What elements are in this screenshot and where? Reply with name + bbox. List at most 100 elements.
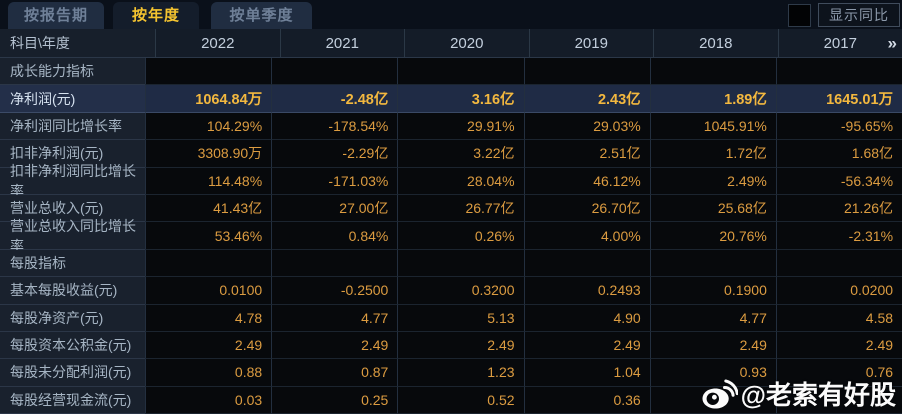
year-header: 2020 xyxy=(404,29,529,57)
cell-value: 29.03% xyxy=(523,112,650,141)
cell-value: 1.04 xyxy=(523,359,650,387)
cell-value xyxy=(523,249,650,278)
cell-value: 3308.90万 xyxy=(145,140,272,168)
table-row: 每股净资产(元) 4.78 4.77 5.13 4.90 4.77 4.58 xyxy=(0,304,902,332)
cell-value: 4.78 xyxy=(145,304,272,332)
table-header-row: 科目\年度 2022 2021 2020 2019 2018 2017 » xyxy=(0,29,902,58)
year-header-label: 2017 xyxy=(823,34,857,52)
cell-value: 3.22亿 xyxy=(397,140,524,168)
cell-value: 104.29% xyxy=(145,112,272,141)
cell-value: 2.49 xyxy=(523,331,650,360)
cell-value: 2.51亿 xyxy=(523,140,650,168)
row-label: 扣非净利润(元) xyxy=(0,140,145,168)
cell-value: 26.77亿 xyxy=(397,194,524,223)
table-row: 扣非净利润同比增长率 114.48% -171.03% 28.04% 46.12% 2.4… xyxy=(0,163,902,199)
row-label: 每股资本公积金(元) xyxy=(0,331,145,360)
tab-by-year[interactable]: 按年度 xyxy=(113,2,199,29)
cell-value: 0.2493 xyxy=(523,277,650,305)
more-columns-icon[interactable]: » xyxy=(887,33,897,53)
cell-value xyxy=(523,58,650,86)
table-row: 营业总收入同比增长率 53.46% 0.84% 0.26% 4.00% 20.76% -2.… xyxy=(0,218,902,254)
row-label: 扣非净利润同比增长率 xyxy=(0,163,145,199)
cell-value xyxy=(649,249,776,278)
cell-value: 0.1900 xyxy=(649,277,776,305)
year-header: 2022 xyxy=(155,29,280,57)
tab-by-report-period[interactable]: 按报告期 xyxy=(8,2,104,29)
cell-value: 28.04% xyxy=(397,167,524,195)
cell-value: 0.3200 xyxy=(397,277,524,305)
cell-value: 0.84% xyxy=(271,222,398,250)
cell-value: 2.43亿 xyxy=(523,85,650,113)
row-label: 每股未分配利润(元) xyxy=(0,359,145,387)
cell-value: 1045.91% xyxy=(649,112,776,141)
year-header: 2017 » xyxy=(777,29,902,57)
cell-value: 3.16亿 xyxy=(397,85,524,113)
cell-value: 2.49 xyxy=(649,331,776,360)
year-header: 2019 xyxy=(528,29,654,57)
table-row: 每股资本公积金(元) 2.49 2.49 2.49 2.49 2.49 2.49 xyxy=(0,331,902,360)
table-row: 基本每股收益(元) 0.0100 -0.2500 0.3200 0.2493 0.1900… xyxy=(0,277,902,305)
cell-value: -171.03% xyxy=(271,167,398,195)
year-header: 2018 xyxy=(653,29,778,57)
cell-value xyxy=(145,249,272,278)
cell-value: -178.54% xyxy=(271,112,398,141)
cell-value: -2.48亿 xyxy=(271,85,398,113)
cell-value: 0.88 xyxy=(145,359,272,387)
cell-value: 2.49% xyxy=(649,167,776,195)
show-yoy-checkbox[interactable] xyxy=(788,3,811,27)
row-label: 每股净资产(元) xyxy=(0,304,145,332)
cell-value: 2.49 xyxy=(271,331,398,360)
financial-data-table: 科目\年度 2022 2021 2020 2019 2018 2017 » 成长… xyxy=(0,29,902,414)
show-yoy-label[interactable]: 显示同比 xyxy=(818,3,900,27)
cell-value xyxy=(271,249,398,278)
table-row: 净利润同比增长率 104.29% -178.54% 29.91% 29.03% 1045.… xyxy=(0,112,902,141)
cell-value xyxy=(649,386,776,414)
row-label: 营业总收入同比增长率 xyxy=(0,218,145,254)
cell-value: 0.03 xyxy=(145,386,272,414)
cell-value: -2.29亿 xyxy=(271,140,398,168)
corner-header: 科目\年度 xyxy=(0,29,155,57)
section-row: 成长能力指标 xyxy=(0,58,902,86)
cell-value: 27.00亿 xyxy=(271,194,398,223)
cell-value: 1.68亿 xyxy=(775,140,902,168)
cell-value: 1.23 xyxy=(397,359,524,387)
cell-value: 26.70亿 xyxy=(523,194,650,223)
cell-value: 0.0200 xyxy=(775,277,902,305)
cell-value xyxy=(397,58,524,86)
row-label: 每股经营现金流(元) xyxy=(0,386,145,414)
cell-value: 0.36 xyxy=(523,386,650,414)
cell-value: 0.26% xyxy=(397,222,524,250)
cell-value: 1645.01万 xyxy=(775,85,902,113)
cell-value: 29.91% xyxy=(397,112,524,141)
cell-value xyxy=(775,249,902,278)
table-row: 净利润(元) 1064.84万 -2.48亿 3.16亿 2.43亿 1.89亿 1645.… xyxy=(0,85,902,113)
tab-by-single-quarter[interactable]: 按单季度 xyxy=(211,2,312,29)
row-label: 基本每股收益(元) xyxy=(0,277,145,305)
cell-value: 41.43亿 xyxy=(145,194,272,223)
cell-value: 4.77 xyxy=(271,304,398,332)
cell-value: -95.65% xyxy=(775,112,902,141)
cell-value: 2.49 xyxy=(775,331,902,360)
cell-value: 1.72亿 xyxy=(649,140,776,168)
row-label: 每股指标 xyxy=(0,249,145,278)
cell-value: -56.34% xyxy=(775,167,902,195)
period-tabbar: 按报告期 按年度 按单季度 显示同比 xyxy=(0,0,902,29)
cell-value: 53.46% xyxy=(145,222,272,250)
cell-value xyxy=(775,58,902,86)
year-header: 2021 xyxy=(279,29,405,57)
table-body: 成长能力指标 净利润(元) 1064.84万 -2.48亿 3.16亿 2.43亿 1.89… xyxy=(0,58,902,414)
cell-value: 20.76% xyxy=(649,222,776,250)
cell-value: 4.00% xyxy=(523,222,650,250)
cell-value xyxy=(397,249,524,278)
section-row: 每股指标 xyxy=(0,249,902,278)
cell-value: 0.0100 xyxy=(145,277,272,305)
row-label: 净利润同比增长率 xyxy=(0,112,145,141)
row-label: 成长能力指标 xyxy=(0,58,145,86)
table-row: 每股经营现金流(元) 0.03 0.25 0.52 0.36 xyxy=(0,386,902,414)
cell-value xyxy=(145,58,272,86)
cell-value: 0.52 xyxy=(397,386,524,414)
cell-value: 0.25 xyxy=(271,386,398,414)
cell-value: 2.49 xyxy=(145,331,272,360)
cell-value: 2.49 xyxy=(397,331,524,360)
